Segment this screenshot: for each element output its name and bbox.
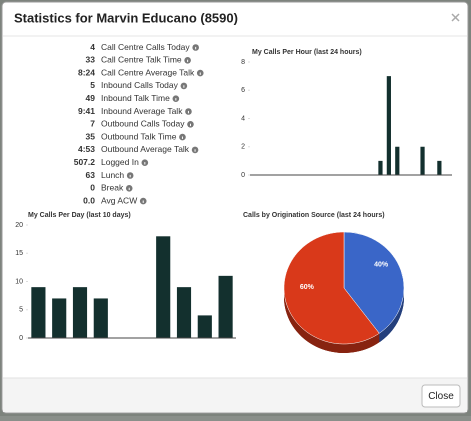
footer xyxy=(3,378,467,412)
close-button[interactable] xyxy=(421,384,461,408)
bar xyxy=(378,160,383,175)
pie-label: 40% xyxy=(374,262,389,269)
stat-label: Logged In xyxy=(101,157,139,167)
pie-slice-side xyxy=(284,232,380,354)
stat-value: 35 xyxy=(86,131,96,141)
chart-title: Calls by Origination Source (last 24 hou… xyxy=(243,212,385,219)
y-tick-label: 6 xyxy=(241,87,245,94)
bar xyxy=(31,287,46,338)
stat-value: 63 xyxy=(86,170,96,180)
bar xyxy=(395,146,400,175)
stat-value: 507.2 xyxy=(74,157,96,167)
bar xyxy=(72,287,88,338)
bar xyxy=(386,76,391,175)
stat-value: 9:41 xyxy=(78,106,95,116)
stat-label: Inbound Calls Today xyxy=(101,80,179,90)
bar xyxy=(420,146,425,175)
stat-value: 0 xyxy=(90,183,95,193)
y-tick-label: 2 xyxy=(241,144,245,151)
y-tick-label: 15 xyxy=(15,250,23,257)
stat-label: Outbound Talk Time xyxy=(101,131,177,141)
pie-label: 60% xyxy=(300,284,315,291)
stat-value: 8:24 xyxy=(78,67,95,77)
stat-label: Call Centre Talk Time xyxy=(101,55,182,65)
pie-slice xyxy=(343,231,405,334)
close-icon[interactable] xyxy=(451,13,460,22)
y-tick-label: 0 xyxy=(241,172,245,179)
stat-label: Lunch xyxy=(101,170,124,180)
stat-value: 33 xyxy=(86,55,96,65)
stat-value: 4:53 xyxy=(78,144,95,154)
pie-slice xyxy=(283,231,380,345)
y-tick-label: 10 xyxy=(15,278,23,285)
bar xyxy=(52,298,67,338)
modal xyxy=(1,1,469,414)
bar xyxy=(437,160,442,175)
stat-label: Break xyxy=(101,183,124,193)
stat-value: 49 xyxy=(86,93,96,103)
bar xyxy=(156,236,171,338)
stat-value: 7 xyxy=(90,119,95,129)
stat-value: 5 xyxy=(90,80,95,90)
y-tick-label: 8 xyxy=(241,59,245,66)
stat-label: Inbound Average Talk xyxy=(101,106,183,116)
y-tick-label: 0 xyxy=(19,335,23,342)
close-button-label[interactable]: Close xyxy=(428,391,454,402)
stat-label: Call Centre Calls Today xyxy=(101,42,190,52)
chart-title: My Calls Per Hour (last 24 hours) xyxy=(252,49,362,56)
stat-label: Outbound Calls Today xyxy=(101,119,185,129)
bar xyxy=(93,298,108,338)
bar xyxy=(197,315,212,338)
bar xyxy=(176,287,192,338)
chart-title: My Calls Per Day (last 10 days) xyxy=(28,212,131,219)
bar xyxy=(218,275,233,338)
stat-label: Avg ACW xyxy=(101,195,137,205)
stat-label: Call Centre Average Talk xyxy=(101,67,195,77)
stat-label: Outbound Average Talk xyxy=(101,144,190,154)
y-tick-label: 4 xyxy=(241,115,245,122)
stat-value: 4 xyxy=(90,42,95,52)
y-tick-label: 20 xyxy=(15,222,23,229)
modal-title: Statistics for Marvin Educano (8590) xyxy=(14,10,238,25)
stat-label: Inbound Talk Time xyxy=(101,93,170,103)
y-tick-label: 5 xyxy=(19,307,23,314)
stat-value: 0.0 xyxy=(83,195,95,205)
